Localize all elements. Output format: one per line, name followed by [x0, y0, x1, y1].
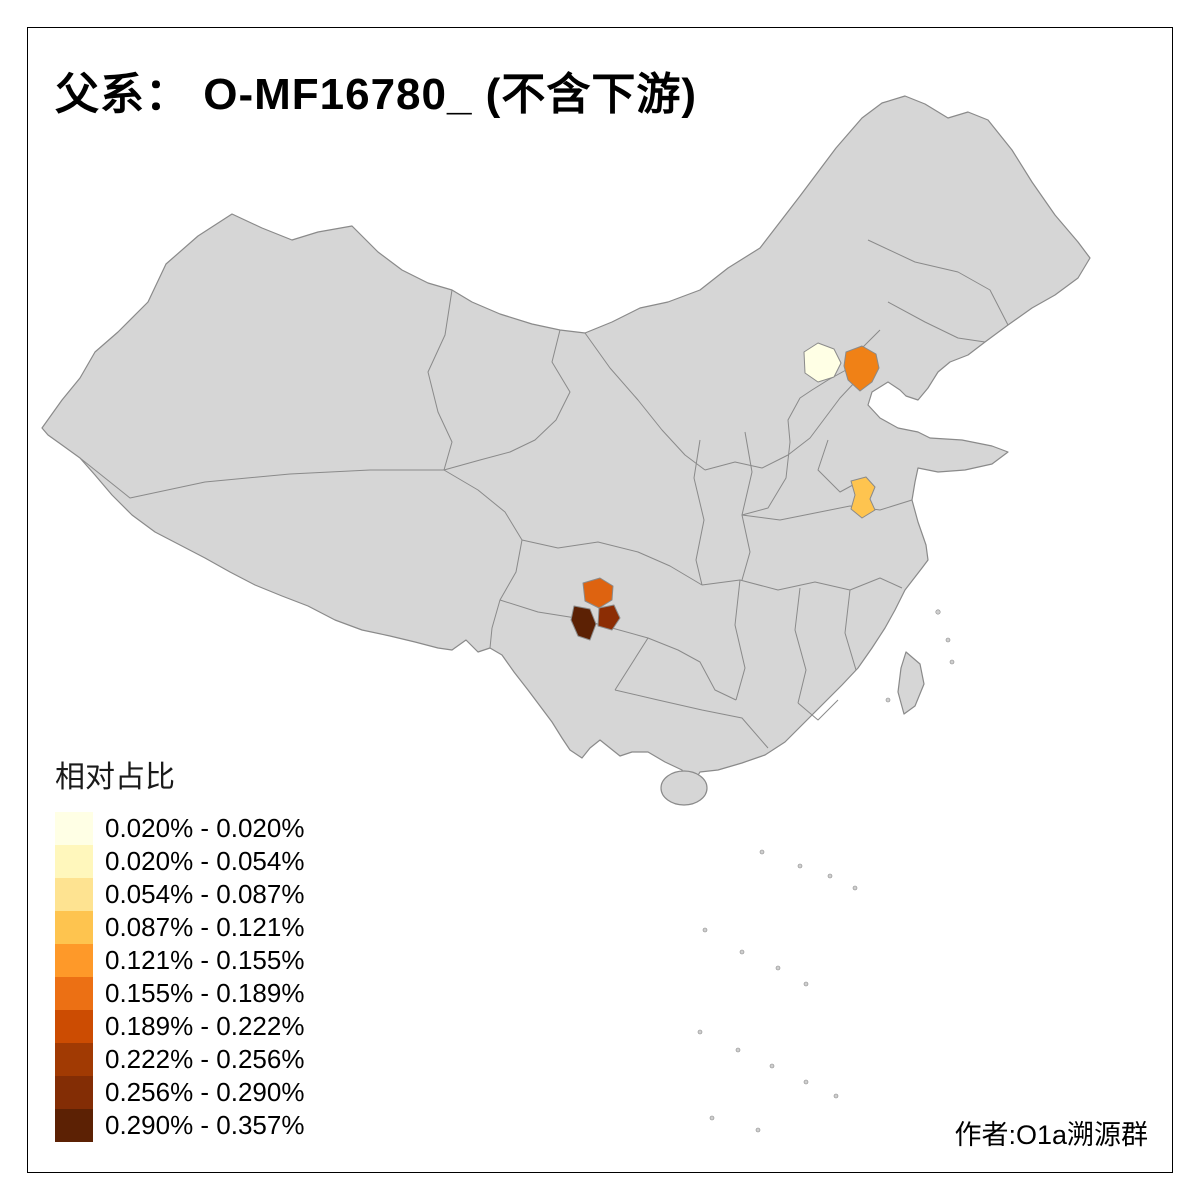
legend-item: 0.189% - 0.222%	[55, 1010, 304, 1043]
legend-label: 0.189% - 0.222%	[105, 1011, 305, 1041]
legend-label: 0.020% - 0.020%	[105, 813, 305, 843]
legend-label: 0.155% - 0.189%	[105, 978, 305, 1008]
page-title: 父系： O-MF16780_ (不含下游)	[55, 70, 697, 119]
mainland-outline	[41, 95, 1091, 783]
highlight-region-1	[803, 342, 842, 383]
legend-label: 0.054% - 0.087%	[105, 879, 305, 909]
legend-swatch	[55, 977, 93, 1010]
highlight-region-4	[582, 577, 614, 609]
legend-swatch	[55, 812, 93, 845]
small-islets	[697, 609, 955, 1133]
legend-item: 0.020% - 0.020%	[55, 812, 304, 845]
legend-item: 0.121% - 0.155%	[55, 944, 304, 977]
highlighted-regions	[570, 342, 880, 641]
legend-item: 0.020% - 0.054%	[55, 845, 304, 878]
highlight-region-2	[843, 345, 880, 392]
highlight-region-5	[597, 604, 621, 631]
legend-title: 相对占比	[55, 761, 175, 794]
highlight-region-6	[570, 605, 597, 641]
legend-swatch	[55, 1010, 93, 1043]
hainan-island	[660, 770, 708, 806]
legend-swatch	[55, 1043, 93, 1076]
legend-item: 0.087% - 0.121%	[55, 911, 304, 944]
legend-label: 0.222% - 0.256%	[105, 1044, 305, 1074]
taiwan-island	[897, 651, 925, 715]
legend-label: 0.121% - 0.155%	[105, 945, 305, 975]
legend-item: 0.155% - 0.189%	[55, 977, 304, 1010]
highlight-region-3	[850, 476, 876, 519]
legend-swatch	[55, 1109, 93, 1142]
legend-label: 0.087% - 0.121%	[105, 912, 305, 942]
legend-item: 0.222% - 0.256%	[55, 1043, 304, 1076]
legend-swatch	[55, 1076, 93, 1109]
legend-swatch	[55, 911, 93, 944]
legend-swatch	[55, 878, 93, 911]
legend-swatch	[55, 845, 93, 878]
legend: 相对占比 0.020% - 0.020% 0.020% - 0.054% 0.0…	[55, 752, 304, 1142]
legend-label: 0.290% - 0.357%	[105, 1110, 305, 1140]
author-credit: 作者:O1a溯源群	[954, 1120, 1148, 1150]
legend-item: 0.290% - 0.357%	[55, 1109, 304, 1142]
legend-label: 0.256% - 0.290%	[105, 1077, 305, 1107]
legend-item: 0.256% - 0.290%	[55, 1076, 304, 1109]
legend-swatch	[55, 944, 93, 977]
legend-item: 0.054% - 0.087%	[55, 878, 304, 911]
legend-label: 0.020% - 0.054%	[105, 846, 305, 876]
